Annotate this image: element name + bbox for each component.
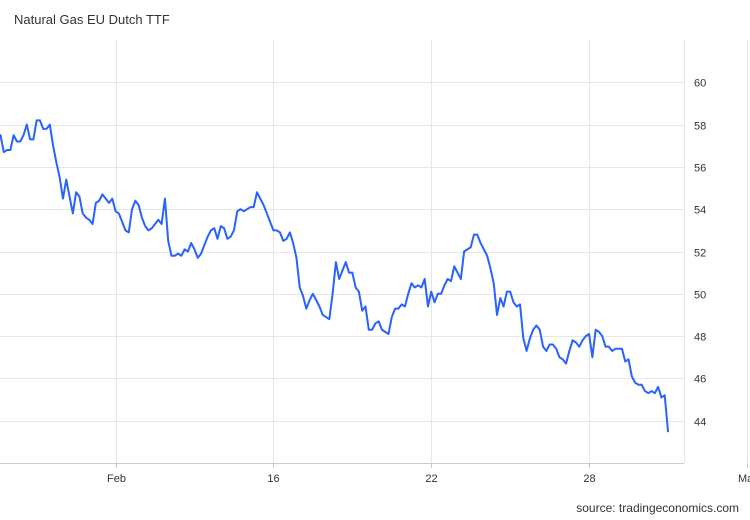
y-tick-label: 48: [694, 332, 706, 344]
price-series-line: [0, 119, 669, 433]
x-tick-labels: Feb 16 22 28 Mar: [107, 473, 750, 485]
y-tick-labels: 44 46 48 50 52 54 56 58 60: [694, 78, 706, 429]
x-tick-label: Feb: [107, 473, 126, 485]
series-layer: [0, 119, 669, 433]
x-axis: [0, 463, 748, 468]
y-tick-label: 46: [694, 374, 706, 386]
y-tick-label: 50: [694, 290, 706, 302]
y-tick-label: 54: [694, 205, 706, 217]
chart-title: Natural Gas EU Dutch TTF: [14, 12, 170, 27]
x-tick-label: 22: [425, 473, 437, 485]
y-tick-label: 58: [694, 121, 706, 133]
y-tick-label: 52: [694, 248, 706, 260]
y-tick-label: 44: [694, 417, 706, 429]
y-tick-label: 60: [694, 78, 706, 90]
x-tick-label: 28: [583, 473, 595, 485]
x-tick-label: Mar: [738, 473, 750, 485]
y-tick-label: 56: [694, 163, 706, 175]
x-tick-label: 16: [267, 473, 279, 485]
source-attribution: source: tradingeconomics.com: [576, 501, 739, 515]
grid-lines: [0, 40, 748, 463]
